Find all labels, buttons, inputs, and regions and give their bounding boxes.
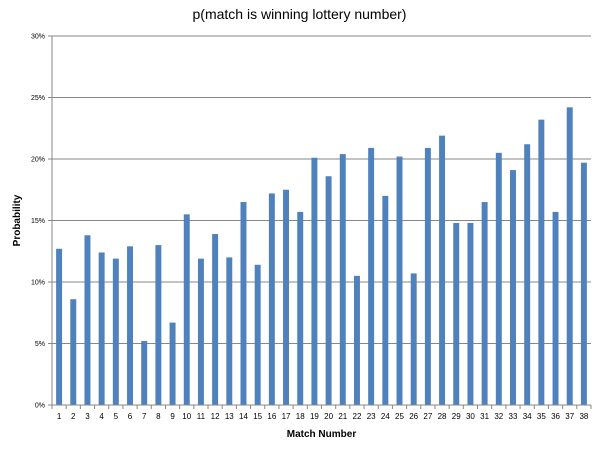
x-tick-label: 28 — [438, 412, 447, 421]
bar — [169, 322, 176, 405]
y-tick-label: 10% — [31, 280, 45, 287]
x-tick-label: 36 — [551, 412, 560, 421]
x-tick-label: 17 — [282, 412, 291, 421]
x-tick-label: 30 — [466, 412, 475, 421]
bar — [453, 222, 460, 405]
bar — [552, 211, 559, 405]
bar — [339, 154, 346, 405]
bar — [580, 162, 587, 405]
x-tick-label: 35 — [537, 412, 546, 421]
y-tick-label: 5% — [35, 341, 45, 348]
bar — [283, 189, 290, 405]
x-tick-label: 10 — [182, 412, 191, 421]
x-tick-label: 5 — [114, 412, 119, 421]
bar — [254, 264, 261, 405]
x-tick-label: 7 — [142, 412, 147, 421]
x-tick-label: 11 — [197, 412, 206, 421]
x-tick-label: 27 — [423, 412, 432, 421]
bar — [424, 147, 431, 405]
x-tick-label: 4 — [99, 412, 104, 421]
x-tick-label: 1 — [57, 412, 62, 421]
x-tick-label: 12 — [211, 412, 220, 421]
y-tick-label: 25% — [31, 95, 45, 102]
x-tick-label: 18 — [296, 412, 305, 421]
x-tick-label: 22 — [353, 412, 362, 421]
bar — [70, 299, 77, 405]
x-tick-label: 25 — [395, 412, 404, 421]
y-tick-labels: 0% 5% 10% 15% 20% 25% 30% — [31, 34, 52, 410]
bar — [183, 214, 190, 405]
bar — [268, 193, 275, 405]
bar — [396, 156, 403, 405]
bar — [467, 222, 474, 405]
chart-title: p(match is winning lottery number) — [192, 6, 407, 22]
x-tick-label: 26 — [409, 412, 418, 421]
x-tick-label: 6 — [128, 412, 133, 421]
bar — [311, 157, 318, 405]
x-axis-title: Match Number — [287, 429, 357, 440]
y-tick-label: 30% — [31, 34, 45, 41]
bar — [84, 235, 91, 405]
x-tick-label: 23 — [367, 412, 376, 421]
y-tick-label: 20% — [31, 157, 45, 164]
x-tick-label: 24 — [381, 412, 390, 421]
bar — [410, 273, 417, 405]
bar — [524, 144, 531, 406]
bar — [481, 202, 488, 405]
bar — [538, 119, 545, 405]
x-tick-label: 9 — [170, 412, 175, 421]
x-tick-label: 34 — [523, 412, 532, 421]
y-axis-title: Probability — [12, 194, 23, 246]
x-tick-labels: 1 2 3 4 5 6 7 8 9 10 11 12 13 14 15 16 17 18 19 20 21 22 23 24 2… — [51, 405, 592, 421]
bar — [226, 257, 233, 405]
x-tick-label: 32 — [494, 412, 503, 421]
x-tick-label: 19 — [310, 412, 319, 421]
y-tick-label: 15% — [31, 218, 45, 225]
bar — [56, 248, 63, 405]
bar — [127, 246, 133, 405]
bars — [56, 107, 587, 406]
x-tick-label: 15 — [253, 412, 262, 421]
bar — [325, 176, 332, 405]
x-tick-label: 37 — [565, 412, 574, 421]
bar — [240, 202, 247, 405]
bar — [368, 147, 375, 405]
x-tick-label: 31 — [480, 412, 489, 421]
x-tick-label: 33 — [509, 412, 518, 421]
bar — [566, 107, 573, 405]
x-tick-label: 8 — [156, 412, 161, 421]
x-tick-label: 13 — [225, 412, 234, 421]
y-tick-label: 0% — [35, 403, 45, 410]
x-tick-label: 14 — [239, 412, 248, 421]
bar — [439, 135, 446, 405]
bar — [297, 211, 304, 405]
bar — [155, 245, 162, 405]
x-tick-label: 21 — [338, 412, 347, 421]
x-tick-label: 20 — [324, 412, 333, 421]
x-tick-label: 38 — [579, 412, 588, 421]
bar — [197, 258, 204, 405]
bar — [353, 275, 360, 405]
bar — [510, 170, 516, 405]
bar — [495, 152, 502, 405]
bar — [98, 252, 105, 405]
x-tick-label: 29 — [452, 412, 461, 421]
bar — [382, 195, 389, 405]
bar — [141, 341, 148, 405]
x-tick-label: 16 — [267, 412, 276, 421]
bar — [112, 258, 119, 405]
x-tick-label: 3 — [85, 412, 90, 421]
x-tick-label: 2 — [71, 412, 76, 421]
bar — [212, 234, 219, 405]
